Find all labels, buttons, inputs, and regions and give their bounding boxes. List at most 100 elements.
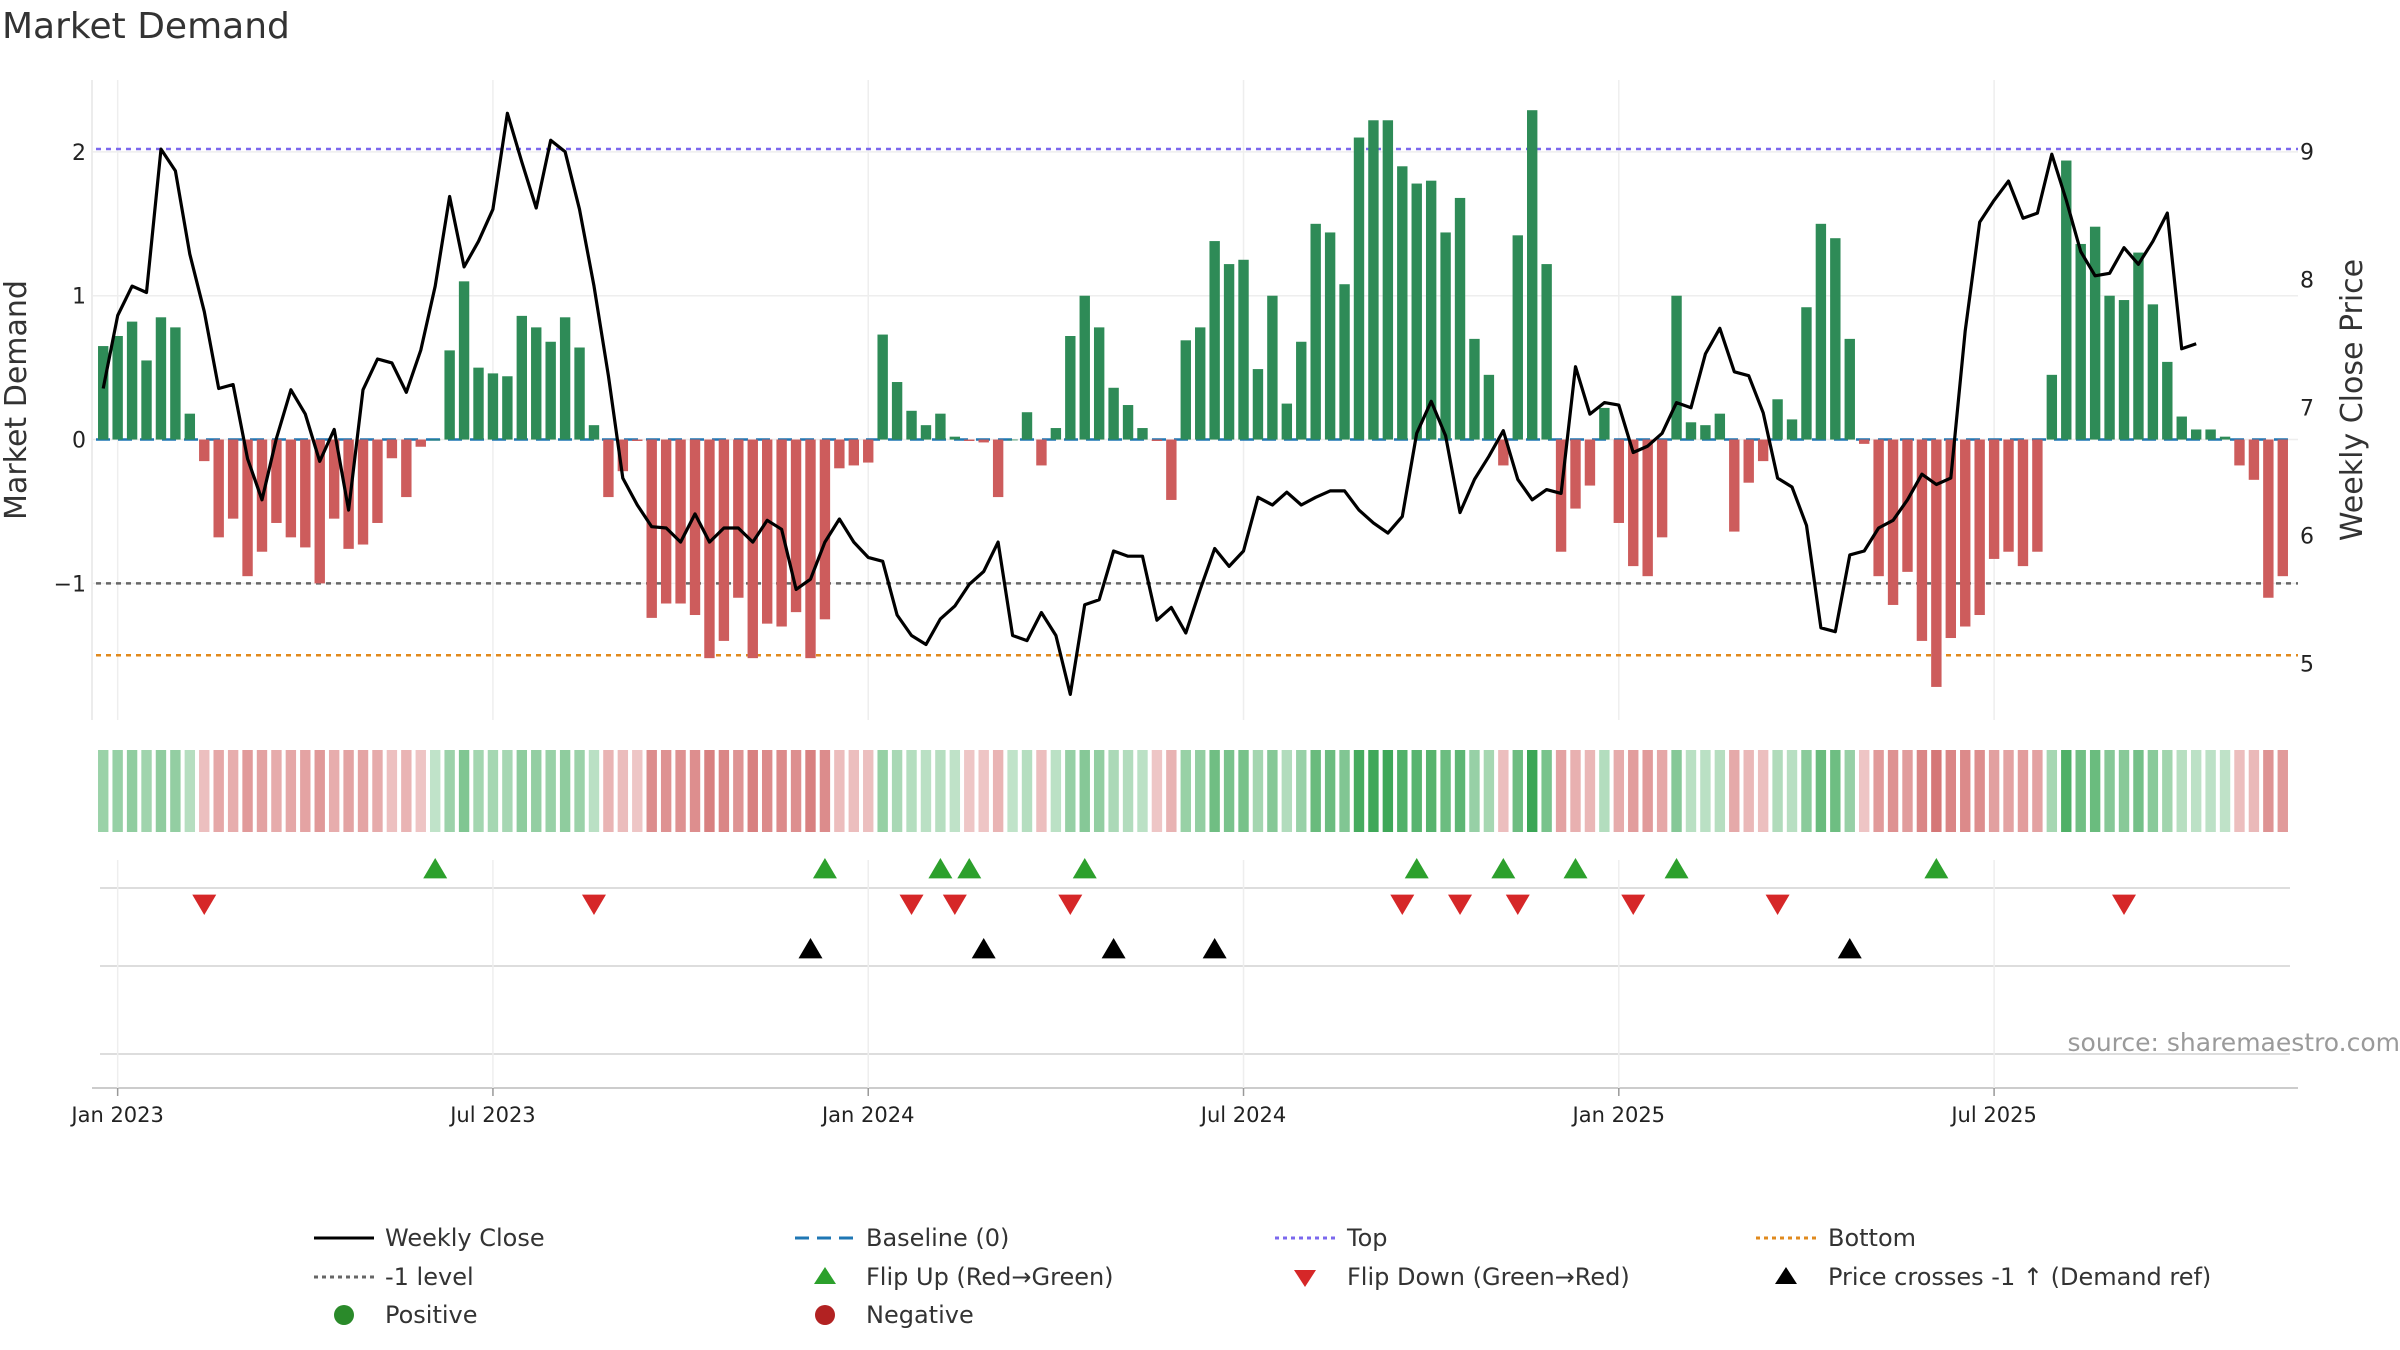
event-rows [92, 858, 2298, 1089]
heat-cell [588, 750, 600, 832]
heat-cell [531, 750, 542, 832]
demand-bar [1122, 405, 1134, 440]
heat-cell [935, 750, 946, 832]
demand-bar [718, 439, 730, 641]
heat-cell [906, 750, 917, 832]
demand-bar [1772, 399, 1783, 440]
heat-cell [1960, 750, 1971, 832]
y2-tick-label: 6 [2300, 525, 2314, 550]
demand-bar [1267, 295, 1278, 440]
heat-cell [559, 750, 571, 832]
heat-cell [112, 750, 123, 832]
demand-bar [2277, 439, 2288, 577]
heat-cell [1137, 750, 1148, 832]
heat-cell [1166, 750, 1177, 832]
demand-bar [531, 327, 542, 440]
x-tick-label: Jul 2024 [1199, 1103, 1286, 1127]
flip-down-marker [1765, 894, 1790, 915]
heat-cell [2162, 750, 2173, 832]
demand-bar [2089, 226, 2101, 440]
heat-cell [1743, 750, 1754, 832]
heat-cell [300, 750, 311, 832]
demand-bar [1252, 369, 1264, 440]
legend-label: Flip Down (Green→Red) [1347, 1263, 1630, 1291]
demand-bar [1714, 413, 1726, 440]
demand-bar [1137, 428, 1148, 440]
legend-label: Bottom [1828, 1224, 1916, 1252]
flip-down-marker [942, 894, 967, 915]
demand-bar [285, 439, 297, 538]
demand-bar [891, 382, 903, 440]
heat-cell [1454, 750, 1466, 832]
legend-item-weekly-close: Weekly Close [314, 1224, 545, 1252]
heat-cell [1180, 750, 1191, 832]
legend-item-price-cross: Price crosses -1 ↑ (Demand ref) [1775, 1263, 2211, 1291]
legend-item-flip-down: Flip Down (Green→Red) [1294, 1263, 1630, 1291]
demand-bar [1397, 166, 1408, 440]
heat-cell [1440, 750, 1451, 832]
heat-cell [1887, 750, 1899, 832]
demand-bar [1440, 232, 1451, 440]
demand-bar [1541, 264, 1552, 440]
demand-bar [1324, 232, 1336, 440]
y-tick-label: 0 [72, 429, 86, 454]
demand-bar [1065, 336, 1076, 440]
demand-bar [1281, 403, 1293, 440]
heat-cell [1628, 750, 1639, 832]
legend-item-baseline: Baseline (0) [795, 1224, 1009, 1252]
demand-bar [588, 425, 600, 440]
flip-down-marker [581, 894, 606, 915]
heat-cell [1411, 750, 1422, 832]
demand-bar [2176, 416, 2187, 440]
heat-cell [1036, 750, 1047, 832]
demand-bar [1195, 327, 1206, 440]
heat-cell [213, 750, 224, 832]
heat-cell [1108, 750, 1119, 832]
heat-cell [1093, 750, 1105, 832]
demand-bar [2118, 300, 2130, 440]
heat-cell [1974, 750, 1985, 832]
heat-cell [2219, 750, 2231, 832]
demand-bar [2263, 439, 2274, 598]
heat-cell [1873, 750, 1884, 832]
demand-bar [2248, 439, 2260, 480]
legend-item-negative: Negative [815, 1301, 974, 1329]
flip-down-marker [1448, 894, 1473, 915]
demand-bar [141, 360, 152, 440]
legend-label: Weekly Close [385, 1224, 545, 1252]
x-tick-label: Jan 2024 [820, 1103, 915, 1127]
heat-cell [1065, 750, 1076, 832]
demand-bar [1527, 110, 1538, 440]
demand-bar [1411, 183, 1422, 440]
heat-cell [1021, 750, 1033, 832]
demand-bar [1108, 387, 1119, 440]
demand-bar [1050, 428, 1062, 440]
heat-cell [920, 750, 932, 832]
demand-bar [2219, 436, 2231, 440]
demand-bar [1151, 439, 1163, 441]
heat-cell [2234, 750, 2245, 832]
heat-cell [199, 750, 210, 832]
demand-bar [675, 439, 686, 604]
flip-up-marker [957, 858, 982, 879]
heat-cell [126, 750, 138, 832]
heat-cell [863, 750, 874, 832]
demand-bar [1858, 439, 1870, 444]
demand-bar [2061, 160, 2072, 440]
demand-panel: 2 1 0 −1 9 8 7 6 5 [54, 80, 2314, 720]
heat-cell [2046, 750, 2058, 832]
demand-bar [1599, 407, 1610, 440]
heat-cell [2017, 750, 2029, 832]
heat-cell [1296, 750, 1307, 832]
source-note: source: sharemaestro.com [2068, 1028, 2400, 1057]
demand-bar [458, 281, 470, 440]
heat-cell [675, 750, 686, 832]
demand-bar [617, 439, 629, 472]
heat-cell [2133, 750, 2144, 832]
heat-cell [1916, 750, 1928, 832]
heat-cell [1339, 750, 1350, 832]
flip-up-marker [1563, 858, 1588, 879]
heat-cell [473, 750, 484, 832]
demand-bar [1801, 307, 1812, 440]
heat-cell [1642, 750, 1653, 832]
